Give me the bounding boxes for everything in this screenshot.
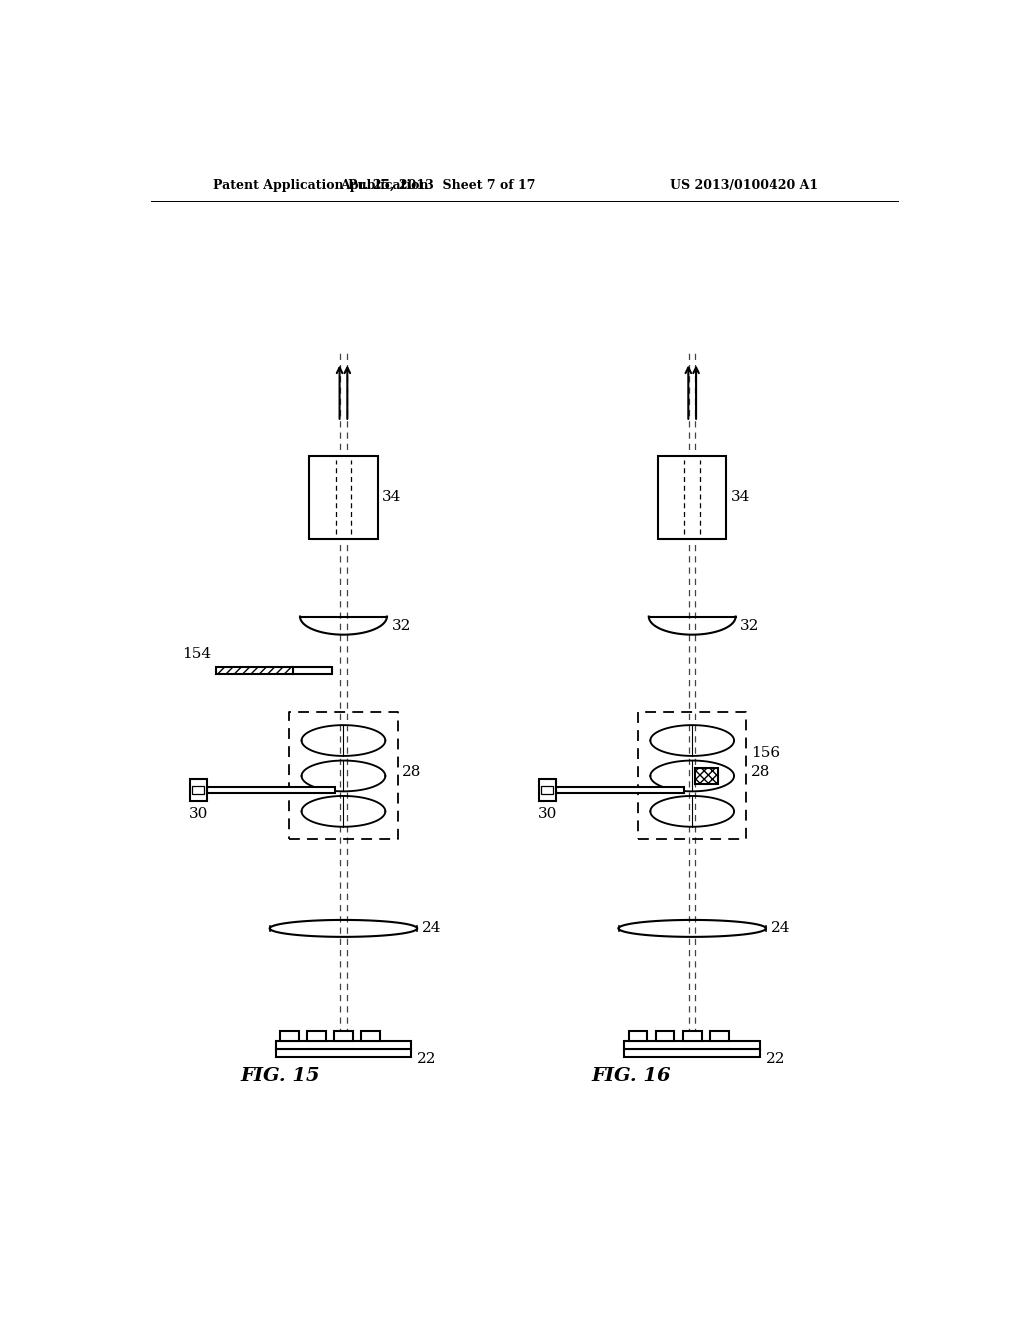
Text: 34: 34	[731, 490, 751, 504]
Text: Patent Application Publication: Patent Application Publication	[213, 178, 429, 191]
Text: FIG. 16: FIG. 16	[592, 1068, 671, 1085]
Text: 32: 32	[740, 619, 760, 632]
Text: 22: 22	[417, 1052, 436, 1067]
Text: 22: 22	[766, 1052, 785, 1067]
Bar	[307, 1031, 326, 1040]
Bar	[625, 1049, 760, 1057]
Bar	[280, 1031, 299, 1040]
Bar	[683, 1031, 701, 1040]
Text: 30: 30	[538, 807, 557, 821]
Text: 28: 28	[751, 766, 770, 779]
Text: US 2013/0100420 A1: US 2013/0100420 A1	[671, 178, 818, 191]
Bar	[625, 1040, 760, 1049]
Text: 28: 28	[402, 766, 422, 779]
Text: 24: 24	[422, 921, 441, 936]
Bar	[207, 787, 335, 793]
Bar	[309, 455, 378, 539]
Bar	[190, 779, 207, 800]
Bar	[293, 667, 332, 675]
Bar	[541, 785, 553, 793]
Bar	[655, 1031, 675, 1040]
Bar	[275, 1049, 412, 1057]
Bar	[361, 1031, 380, 1040]
Bar	[539, 779, 556, 800]
Text: 154: 154	[182, 647, 212, 660]
Text: 34: 34	[382, 490, 401, 504]
Bar	[556, 787, 684, 793]
Bar	[629, 1031, 647, 1040]
Bar	[694, 768, 718, 784]
Bar	[275, 1040, 412, 1049]
Bar	[216, 667, 293, 675]
Text: 32: 32	[391, 619, 411, 632]
Text: 24: 24	[770, 921, 790, 936]
Bar	[710, 1031, 729, 1040]
Text: Apr. 25, 2013  Sheet 7 of 17: Apr. 25, 2013 Sheet 7 of 17	[340, 178, 536, 191]
Bar	[193, 785, 204, 793]
Text: FIG. 15: FIG. 15	[241, 1068, 319, 1085]
Bar	[658, 455, 726, 539]
Text: 156: 156	[751, 746, 780, 760]
Text: 30: 30	[188, 807, 208, 821]
Bar	[334, 1031, 352, 1040]
